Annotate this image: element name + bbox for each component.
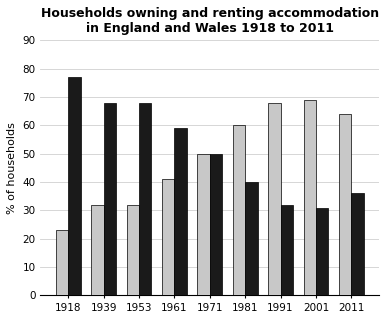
Bar — [162, 179, 174, 295]
Bar — [268, 103, 281, 295]
Y-axis label: % of households: % of households — [7, 122, 17, 214]
Bar — [56, 230, 68, 295]
Bar — [174, 128, 187, 295]
Bar — [127, 205, 139, 295]
Bar — [197, 154, 210, 295]
Bar — [68, 77, 81, 295]
Bar — [139, 103, 151, 295]
Bar — [210, 154, 222, 295]
Bar — [281, 205, 293, 295]
Bar — [316, 208, 328, 295]
Bar — [339, 114, 351, 295]
Bar — [233, 125, 245, 295]
Bar — [103, 103, 116, 295]
Bar — [303, 100, 316, 295]
Bar — [91, 205, 103, 295]
Bar — [351, 193, 364, 295]
Bar — [245, 182, 257, 295]
Title: Households owning and renting accommodation
in England and Wales 1918 to 2011: Households owning and renting accommodat… — [41, 7, 379, 35]
